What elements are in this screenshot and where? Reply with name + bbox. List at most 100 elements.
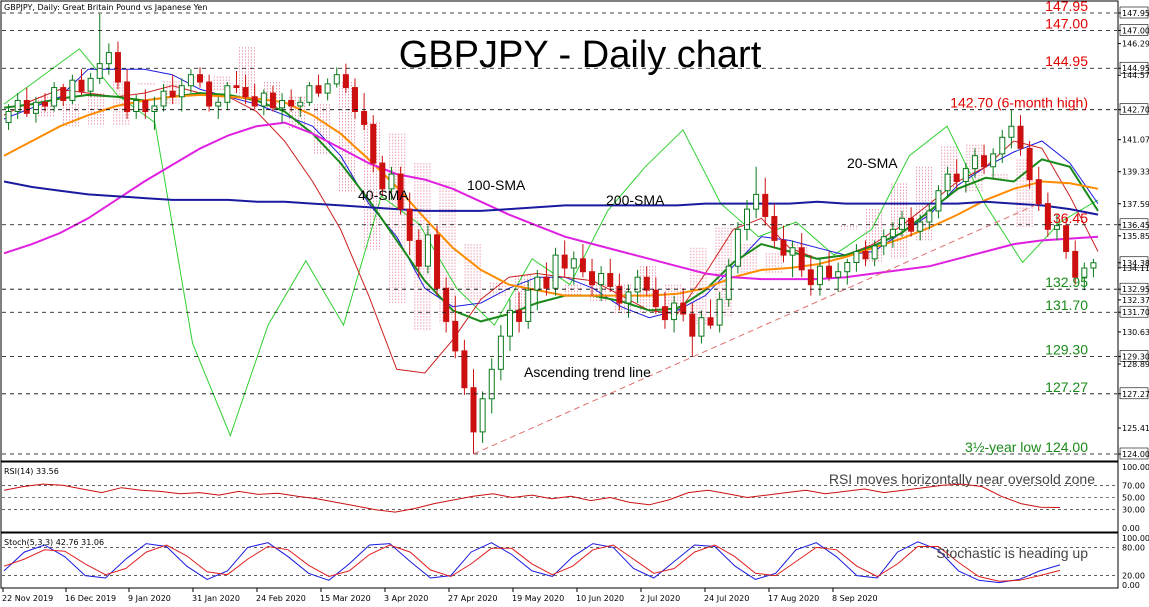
candle-bullish	[935, 190, 942, 212]
price-axis-label: 144.950	[1122, 64, 1149, 73]
level-label: 142.70 (6-month high)	[950, 95, 1088, 111]
candle-bullish	[260, 92, 267, 107]
candle-bearish	[434, 234, 441, 289]
candle-bullish	[215, 101, 222, 107]
candle-bullish	[51, 87, 58, 107]
candle-bearish	[1026, 147, 1033, 181]
candle-bearish	[23, 99, 30, 114]
candle-bearish	[1044, 203, 1051, 230]
candle-bearish	[443, 287, 450, 322]
level-label: 129.30	[1045, 341, 1088, 357]
stoch-axis-label: 80.00	[1122, 543, 1145, 552]
candle-bullish	[105, 52, 112, 65]
candle-bearish	[361, 111, 368, 125]
kijun-sen-line	[3, 68, 1099, 319]
candle-bearish	[415, 239, 422, 267]
candle-bullish	[898, 217, 905, 230]
candle-bullish	[1081, 267, 1088, 278]
candle-bearish	[470, 387, 477, 433]
candle-bearish	[762, 193, 769, 217]
candle-bullish	[388, 173, 395, 190]
rsi-annotation: RSI moves horizontally near oversold zon…	[829, 471, 1095, 487]
level-label: 131.70	[1045, 297, 1088, 313]
candle-bearish	[269, 92, 276, 109]
candle-bullish	[5, 111, 12, 124]
candle-bullish	[187, 74, 194, 87]
sma200-label: 200-SMA	[606, 192, 665, 208]
candle-bullish	[96, 63, 103, 79]
time-axis-label: 15 Mar 2020	[320, 594, 371, 603]
time-axis-label: 24 Feb 2020	[256, 594, 306, 603]
stoch-axis-label: 100.00	[1122, 534, 1149, 543]
level-label: 136.45	[1045, 210, 1088, 226]
candle-bullish	[917, 221, 924, 232]
price-axis-label: 124.000	[1122, 450, 1149, 459]
candle-bullish	[479, 398, 486, 433]
candle-bearish	[1017, 125, 1024, 149]
candle-bearish	[689, 313, 696, 337]
candle-bullish	[333, 74, 340, 85]
candle-bullish	[424, 234, 431, 267]
price-panel-frame	[0, 0, 1119, 462]
candle-bullish	[297, 101, 304, 107]
candle-bullish	[160, 90, 167, 107]
candle-bullish	[497, 335, 504, 370]
price-axis-label: 130.630	[1122, 328, 1149, 337]
chikou-span-line	[3, 48, 1099, 438]
candle-bearish	[1035, 179, 1042, 205]
candle-bearish	[242, 87, 249, 98]
candle-bullish	[488, 368, 495, 400]
candle-bearish	[981, 155, 988, 168]
candle-bearish	[206, 81, 213, 107]
candle-bullish	[789, 247, 796, 256]
time-axis-label: 3 Apr 2020	[384, 594, 428, 603]
100-sma-line	[3, 121, 1099, 281]
candle-bearish	[826, 265, 833, 278]
price-axis-label: 136.450	[1122, 221, 1149, 230]
stoch-title: Stoch(5,3,3) 42.76 31.06	[4, 538, 104, 547]
candle-bearish	[643, 276, 650, 291]
tenkan-sen-line	[3, 85, 1099, 374]
rsi-line	[3, 483, 1061, 513]
candle-bearish	[616, 285, 623, 304]
candle-bullish	[816, 265, 823, 286]
candle-bullish	[698, 317, 705, 337]
candle-bullish	[69, 79, 76, 101]
candle-bearish	[1072, 250, 1079, 278]
ascending-trend-line	[473, 203, 1039, 455]
price-axis-label: 134.110	[1122, 264, 1149, 273]
candle-bearish	[142, 99, 149, 113]
candle-bearish	[516, 309, 523, 322]
candle-bearish	[862, 250, 869, 260]
candle-bullish	[324, 83, 331, 94]
level-label: 127.27	[1045, 379, 1088, 395]
candle-bullish	[971, 155, 978, 170]
candle-bullish	[734, 228, 741, 267]
40-sma-line	[3, 93, 1099, 297]
candle-bullish	[999, 136, 1006, 155]
level-label: 144.95	[1045, 53, 1088, 69]
price-axis-label: 132.950	[1122, 285, 1149, 294]
candle-bearish	[461, 350, 468, 389]
candle-bearish	[342, 74, 349, 89]
price-axis-label: 137.590	[1122, 200, 1149, 209]
candle-bullish	[534, 276, 541, 291]
sma40-label: 40-SMA	[358, 187, 409, 203]
price-axis-label: 129.300	[1122, 352, 1149, 361]
time-axis-label: 22 Nov 2019	[2, 594, 53, 603]
rsi-title: RSI(14) 33.56	[4, 467, 59, 476]
candle-bullish	[990, 153, 997, 168]
candle-bearish	[953, 173, 960, 182]
candle-bullish	[889, 228, 896, 238]
candle-bearish	[561, 254, 568, 269]
price-axis-label: 147.950	[1122, 9, 1149, 18]
candle-bearish	[124, 81, 131, 113]
time-axis-label: 31 Jan 2020	[192, 594, 240, 603]
candle-bearish	[807, 269, 814, 286]
candle-bullish	[178, 85, 185, 98]
candle-bullish	[306, 85, 313, 103]
candle-bearish	[288, 99, 295, 107]
level-label: 147.95	[1045, 0, 1088, 14]
rsi-axis-label: 70.00	[1122, 481, 1145, 490]
